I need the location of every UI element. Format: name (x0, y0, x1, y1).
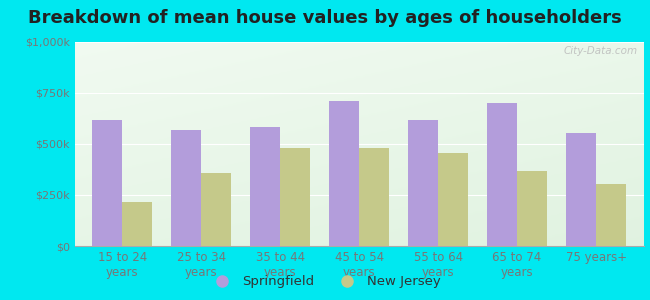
Bar (566, 133, 596, 246)
Bar (201, 172, 231, 246)
Bar (280, 148, 310, 246)
Bar (438, 153, 468, 246)
Bar (329, 101, 359, 246)
Bar (92, 119, 122, 246)
Text: City-Data.com: City-Data.com (564, 46, 638, 56)
Bar (596, 184, 626, 246)
Bar (122, 202, 152, 246)
Bar (408, 119, 438, 246)
Bar (359, 148, 389, 246)
Text: Breakdown of mean house values by ages of householders: Breakdown of mean house values by ages o… (28, 9, 622, 27)
Bar (250, 127, 280, 246)
Bar (487, 103, 517, 246)
Legend: Springfield, New Jersey: Springfield, New Jersey (204, 270, 446, 293)
Bar (517, 170, 547, 246)
Bar (171, 130, 201, 246)
